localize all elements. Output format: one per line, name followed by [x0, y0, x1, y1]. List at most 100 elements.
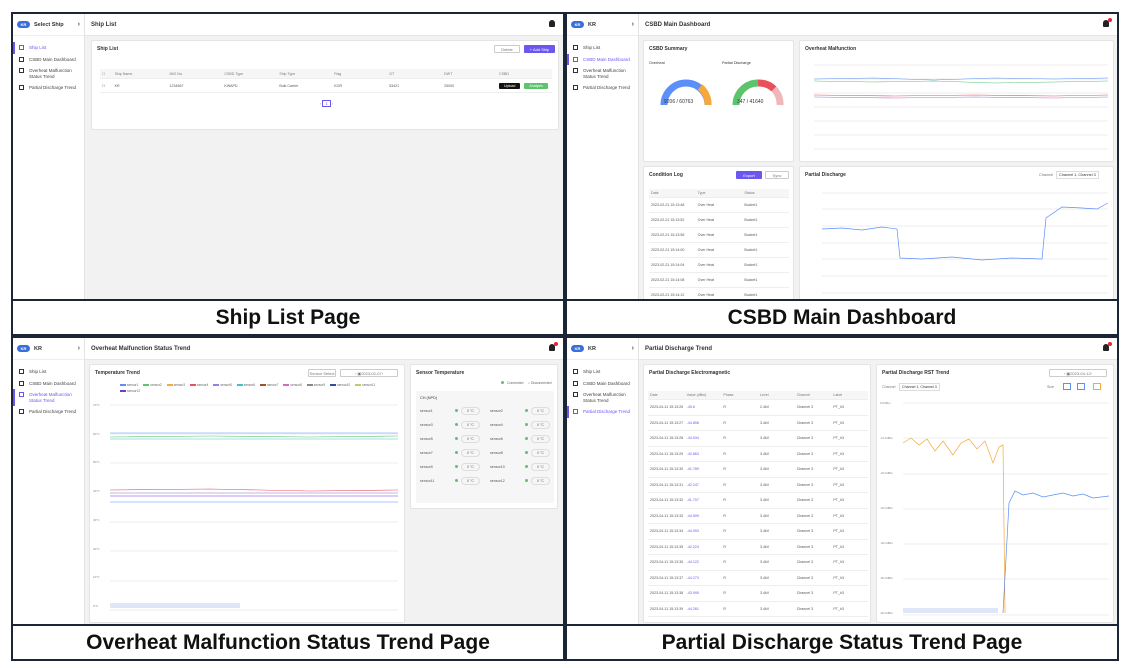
sensor-item: sensor6 0 °C	[490, 435, 550, 443]
cell: R	[723, 513, 726, 518]
sensor-select-button[interactable]: Sensor Select	[308, 369, 336, 377]
ship-selector[interactable]: KR KR ›	[567, 14, 638, 36]
sync-button[interactable]: Sync	[765, 171, 789, 179]
cell: R	[723, 498, 726, 503]
nav-csbd[interactable]: CSBD Main Dashboard	[13, 54, 84, 66]
ship-selector[interactable]: KR Select Ship ›	[13, 14, 84, 36]
sensor-name: sensor6	[490, 437, 503, 441]
nav-pd[interactable]: Partial Discharge Trend	[13, 406, 84, 418]
partial-discharge-screen: KR KR › Ship List CSBD Main Dashboard Over…	[565, 336, 1119, 626]
delete-button[interactable]: Delete	[494, 45, 520, 53]
ship-list-screen: KR Select Ship › Ship List CSBD Main Dashb…	[11, 12, 565, 301]
legend-label: sensor8	[290, 383, 302, 387]
legend-item[interactable]: sensor11	[355, 383, 375, 387]
y-tick: 0°C	[93, 603, 99, 608]
col-header: CSBD Type	[224, 71, 244, 76]
bell-icon[interactable]	[549, 342, 558, 351]
bell-icon[interactable]	[549, 20, 555, 27]
legend-item[interactable]: sensor10	[330, 383, 350, 387]
size-label: Size	[1047, 385, 1054, 389]
page-title: Overheat Malfunction Status Trend	[91, 345, 191, 352]
sensor-item: sensor11 0 °C	[420, 477, 480, 485]
nav-ship-list[interactable]: Ship List	[567, 366, 638, 378]
cell: Channel 3	[796, 451, 814, 456]
legend-item[interactable]: sensor1	[120, 383, 138, 387]
col-header: Date	[651, 191, 659, 195]
date-picker[interactable]: ‹ ▣ 2023-04-12 ›	[1049, 369, 1107, 377]
cell: 2023-02-21 15:14:04	[651, 263, 685, 267]
legend-item[interactable]: sensor7	[260, 383, 278, 387]
legend-item[interactable]: sensor3	[166, 383, 185, 387]
battery-icon	[19, 85, 24, 90]
cell: R	[723, 544, 726, 549]
size-option-3[interactable]	[1093, 383, 1101, 390]
nav-ship-list[interactable]: Ship List	[567, 42, 638, 54]
ship-selector[interactable]: KR KR ›	[13, 338, 84, 360]
cell: 2023-04-11 15:13:28	[650, 436, 684, 441]
sensor-value: 0 °C	[530, 463, 550, 471]
legend-item[interactable]: sensor2	[143, 383, 162, 387]
channel-select[interactable]: Channel 1, Channel 3	[899, 383, 940, 391]
legend-item[interactable]: sensor4	[190, 383, 208, 387]
nav-overheat[interactable]: Overheat Malfunction Status Trend	[13, 389, 84, 406]
partial-discharge-card: Partial Discharge Channel Channel 1, Cha…	[799, 166, 1114, 299]
nav-label: Overheat Malfunction Status Trend	[583, 68, 626, 79]
nav-overheat[interactable]: Overheat Malfunction Status Trend	[13, 65, 84, 82]
legend-label: sensor11	[362, 383, 376, 387]
table-row: 2023-04-11 15:13:33 -44.599 R 3.4kV Channel …	[648, 509, 868, 524]
ship-selector[interactable]: KR KR ›	[567, 338, 638, 360]
legend-item[interactable]: sensor8	[283, 383, 302, 387]
nav-pd[interactable]: Partial Discharge Trend	[13, 82, 84, 94]
y-tick: -30.0dBm	[880, 506, 894, 510]
nav-pd[interactable]: Partial Discharge Trend	[567, 82, 638, 94]
checkbox[interactable]: ☐	[102, 71, 106, 76]
bell-icon[interactable]	[1103, 18, 1112, 27]
sensor-value: 0 °C	[460, 463, 480, 471]
legend-item[interactable]: sensor6	[236, 383, 256, 387]
y-tick: -40.0dBm	[880, 541, 894, 545]
nav-overheat[interactable]: Overheat Malfunction Status Trend	[567, 389, 638, 406]
chevron-right-icon: ›	[631, 345, 634, 352]
card-title: Ship List	[97, 46, 119, 52]
size-option-1[interactable]	[1063, 383, 1071, 390]
cell: Bucket1	[744, 263, 758, 267]
cell: R	[723, 405, 726, 410]
legend-item[interactable]: sensor9	[306, 383, 325, 387]
table-row: 2023-02-21 15:13:56 Over Heat Bucket1	[649, 228, 789, 243]
upload-button[interactable]: Upload	[499, 82, 521, 89]
cell: 2023-02-21 15:13:56	[651, 233, 685, 237]
page-number[interactable]: 1	[322, 100, 331, 107]
add-ship-button[interactable]: + Add Ship	[524, 45, 555, 53]
nav-ship-list[interactable]: Ship List	[13, 366, 84, 378]
nav-label: CSBD Main Dashboard	[29, 380, 76, 386]
table-row[interactable]: ☐ KR 1234567 KWAPD Bulk Carrier KOR 53421 2500…	[100, 79, 552, 93]
checkbox[interactable]: ☐	[102, 83, 106, 88]
nav-pd[interactable]: Partial Discharge Trend	[567, 406, 638, 418]
page-title: Partial Discharge Trend	[645, 345, 713, 352]
battery-icon	[573, 85, 578, 90]
nav-csbd[interactable]: CSBD Main Dashboard	[13, 378, 84, 390]
nav-overheat[interactable]: Overheat Malfunction Status Trend	[567, 65, 638, 82]
col-header: GT	[389, 71, 395, 76]
export-button[interactable]: Export	[736, 171, 762, 179]
cell: Channel 3	[796, 467, 814, 472]
bell-icon[interactable]	[1103, 342, 1112, 351]
pd-em-card: Partial Discharge Electromagnetic Date Va…	[643, 364, 871, 623]
cell: 3.4kV	[760, 467, 770, 472]
cell: 3.4kV	[760, 529, 770, 534]
grid-icon	[573, 56, 578, 62]
col-header: Phase	[723, 393, 734, 397]
nav-csbd[interactable]: CSBD Main Dashboard	[567, 378, 638, 390]
legend-item[interactable]: sensor12	[120, 389, 140, 393]
channel-select[interactable]: Channel 1, Channel 3	[1056, 171, 1099, 179]
cell: Bulk Carrier	[279, 83, 299, 88]
legend-label: sensor6	[243, 383, 256, 387]
size-option-2[interactable]	[1077, 383, 1085, 390]
nav-ship-list[interactable]: Ship List	[13, 42, 84, 54]
legend-item[interactable]: sensor5	[213, 383, 232, 387]
date-picker[interactable]: ‹ ▣ 2023-02-07 ›	[340, 369, 398, 377]
table-row: 2023-04-11 15:13:28 -44.534 R 3.4kV Channel …	[648, 431, 868, 447]
cell: Channel 3	[796, 405, 814, 410]
nav-csbd[interactable]: CSBD Main Dashboard	[567, 53, 638, 65]
analysis-button[interactable]: Analysis	[524, 82, 548, 89]
